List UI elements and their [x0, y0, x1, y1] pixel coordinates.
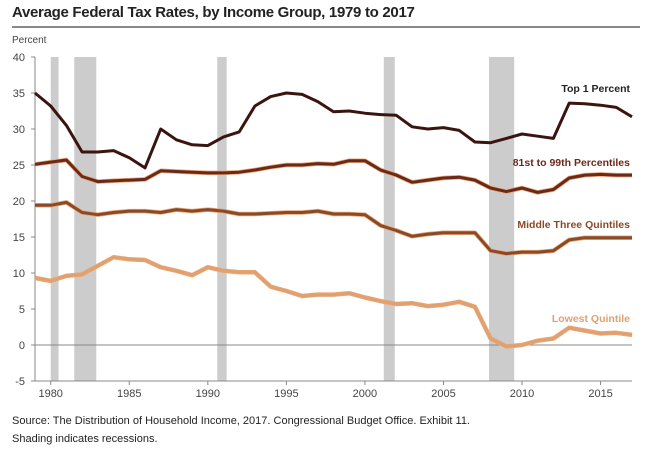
- y-tick-label: 35: [13, 88, 25, 100]
- y-tick-label: 5: [19, 304, 25, 316]
- x-tick-label: 2005: [431, 388, 455, 400]
- y-tick-label: 30: [13, 124, 25, 136]
- chart-title: Average Federal Tax Rates, by Income Gro…: [12, 4, 415, 21]
- source-note: Source: The Distribution of Household In…: [12, 415, 470, 427]
- x-tick-label: 1995: [274, 388, 298, 400]
- recession-note: Shading indicates recessions.: [12, 433, 158, 445]
- series-line: [34, 158, 632, 194]
- series-line: [35, 200, 632, 256]
- x-tick-label: 2000: [353, 388, 377, 400]
- x-tick-label: 2015: [588, 388, 612, 400]
- y-tick-label: -5: [15, 376, 25, 388]
- series-label: Lowest Quintile: [552, 313, 630, 325]
- x-tick-label: 1985: [117, 388, 141, 400]
- title-divider: [12, 26, 640, 28]
- y-tick-label: 20: [13, 196, 25, 208]
- chart-footnote: Source: The Distribution of Household In…: [12, 412, 470, 448]
- series-line-halo: [34, 254, 633, 349]
- recession-band: [383, 57, 395, 381]
- recession-band: [489, 57, 515, 381]
- y-tick-label: 0: [19, 340, 25, 352]
- recession-band: [50, 57, 59, 381]
- series-label: Middle Three Quintiles: [517, 219, 630, 231]
- series-line: [34, 91, 633, 170]
- series-line: [34, 255, 633, 348]
- recession-band: [217, 57, 227, 381]
- y-tick-label: 10: [13, 268, 25, 280]
- y-tick-label: 15: [13, 232, 25, 244]
- y-tick-label: 25: [13, 160, 25, 172]
- recession-band: [74, 57, 97, 381]
- x-tick-label: 2010: [510, 388, 534, 400]
- x-tick-label: 1990: [196, 388, 220, 400]
- x-tick-label: 1980: [38, 388, 62, 400]
- series-label: 81st to 99th Percentiles: [513, 157, 630, 169]
- y-axis-label: Percent: [12, 35, 47, 46]
- y-tick-label: 40: [13, 52, 25, 64]
- series-label: Top 1 Percent: [561, 83, 630, 95]
